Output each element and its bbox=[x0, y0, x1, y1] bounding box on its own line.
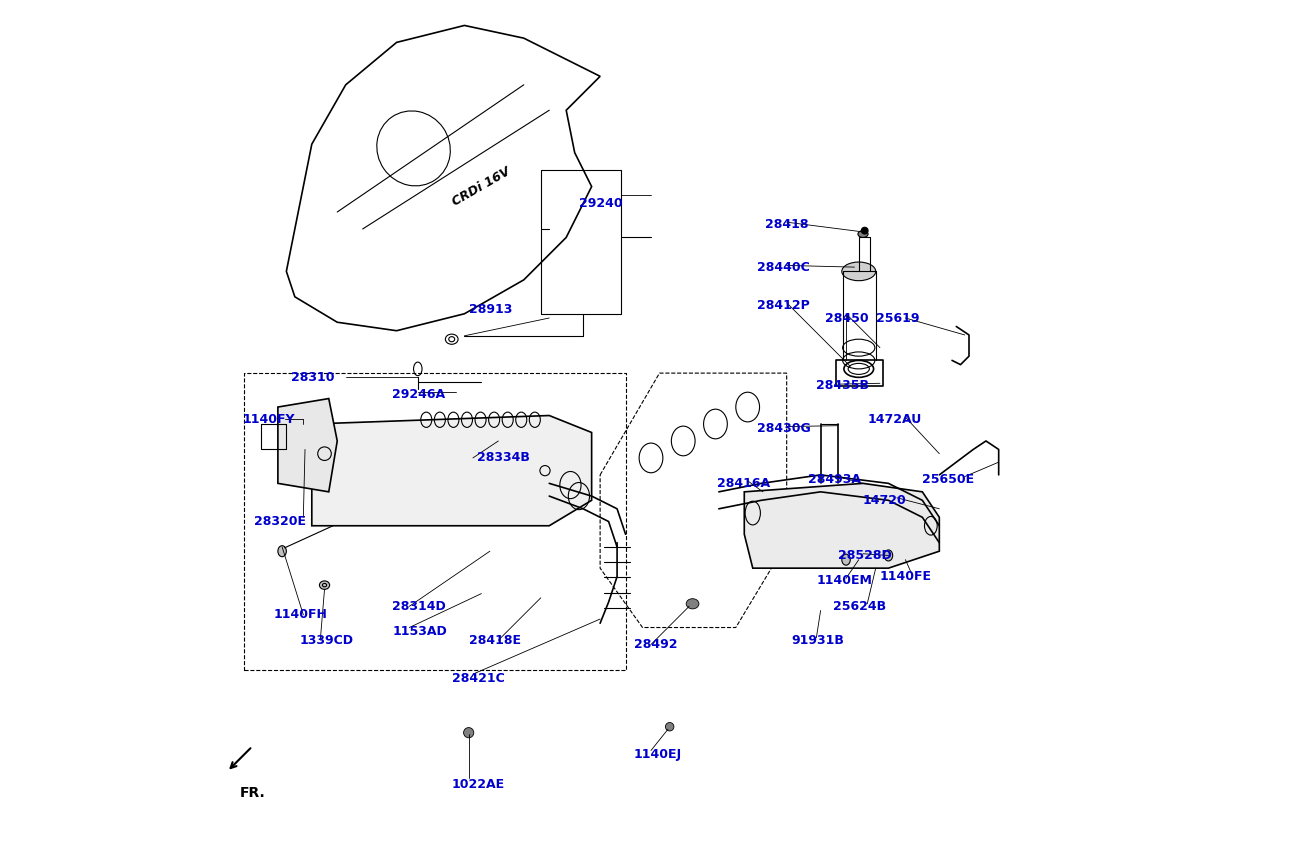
Text: FR.: FR. bbox=[240, 786, 266, 800]
Text: 28421C: 28421C bbox=[452, 672, 504, 685]
Text: 28320E: 28320E bbox=[254, 515, 306, 528]
Text: 1022AE: 1022AE bbox=[452, 778, 505, 791]
Polygon shape bbox=[745, 483, 939, 568]
Text: 1140EM: 1140EM bbox=[816, 574, 872, 588]
Ellipse shape bbox=[858, 231, 868, 237]
Text: 25619: 25619 bbox=[876, 311, 919, 325]
Text: 1472AU: 1472AU bbox=[867, 413, 922, 427]
Text: 1339CD: 1339CD bbox=[299, 633, 353, 647]
Ellipse shape bbox=[686, 599, 699, 609]
Text: 28418: 28418 bbox=[766, 218, 809, 232]
Text: CRDi 16V: CRDi 16V bbox=[450, 165, 513, 209]
Text: 91931B: 91931B bbox=[790, 633, 844, 647]
Text: 25624B: 25624B bbox=[833, 600, 887, 613]
Ellipse shape bbox=[842, 555, 850, 566]
Ellipse shape bbox=[319, 581, 329, 589]
Text: 29246A: 29246A bbox=[392, 388, 445, 401]
Text: 28430G: 28430G bbox=[756, 421, 811, 435]
Text: 28440C: 28440C bbox=[756, 260, 810, 274]
Text: 28913: 28913 bbox=[469, 303, 512, 316]
Text: 28310: 28310 bbox=[290, 371, 335, 384]
Text: 28416A: 28416A bbox=[717, 477, 771, 490]
Polygon shape bbox=[277, 399, 337, 492]
Text: 28418E: 28418E bbox=[469, 633, 521, 647]
Text: 1140FH: 1140FH bbox=[273, 608, 328, 622]
Text: 1140FE: 1140FE bbox=[880, 570, 932, 583]
Text: 28314D: 28314D bbox=[392, 600, 447, 613]
Ellipse shape bbox=[842, 262, 876, 281]
Ellipse shape bbox=[884, 550, 893, 561]
Text: 25650E: 25650E bbox=[922, 472, 974, 486]
Circle shape bbox=[464, 728, 474, 738]
Text: 28492: 28492 bbox=[634, 638, 677, 651]
Text: 28493A: 28493A bbox=[807, 472, 861, 486]
Ellipse shape bbox=[277, 546, 286, 557]
Ellipse shape bbox=[665, 722, 674, 731]
Text: 1140EJ: 1140EJ bbox=[634, 748, 682, 762]
Text: 28334B: 28334B bbox=[477, 451, 530, 465]
Text: 14720: 14720 bbox=[863, 494, 906, 507]
Text: 28450: 28450 bbox=[825, 311, 868, 325]
Circle shape bbox=[862, 227, 868, 234]
Polygon shape bbox=[311, 416, 591, 526]
Text: 1140FY: 1140FY bbox=[242, 413, 294, 427]
Text: 28528D: 28528D bbox=[837, 549, 892, 562]
Text: 1153AD: 1153AD bbox=[392, 625, 447, 639]
Text: 28435B: 28435B bbox=[816, 379, 870, 393]
Text: 29240: 29240 bbox=[579, 197, 622, 210]
Text: 28412P: 28412P bbox=[756, 298, 810, 312]
